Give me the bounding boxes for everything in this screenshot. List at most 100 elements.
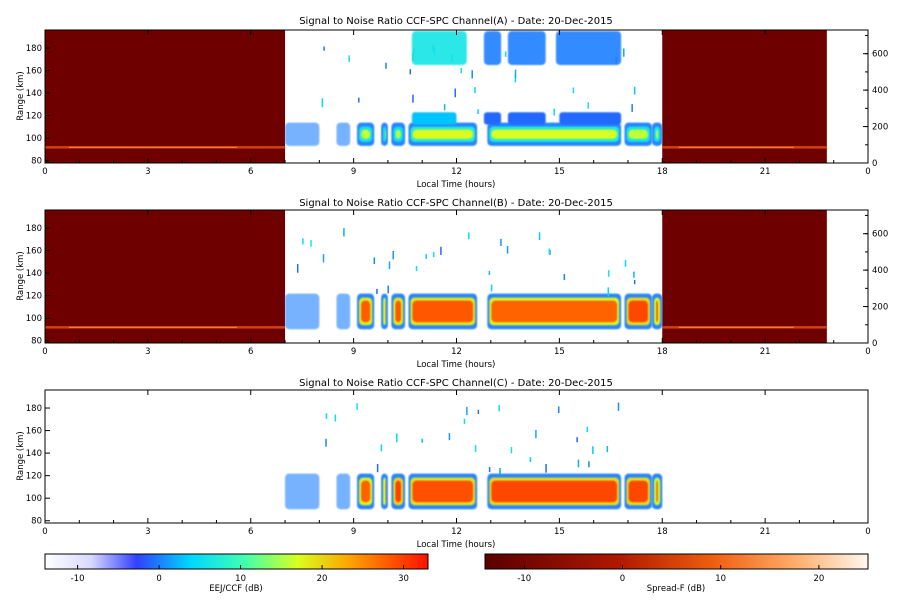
echo-speckle xyxy=(396,433,398,443)
echo-speckle xyxy=(302,238,304,245)
echo-speckle xyxy=(500,238,502,246)
colorbar-tick-label: 0 xyxy=(620,574,625,584)
spread-f-layer-core xyxy=(678,146,794,148)
colorbar-tick-label: 20 xyxy=(317,574,328,584)
panel-c-xlabel: Local Time (hours) xyxy=(417,540,496,550)
x-tick-label: 9 xyxy=(351,167,356,177)
colorbar-tick-label: -10 xyxy=(71,574,85,584)
x-tick-label: 0 xyxy=(42,527,47,537)
echo-speckle xyxy=(499,467,501,476)
echo-core xyxy=(395,480,402,503)
x-tick-label: 18 xyxy=(657,527,668,537)
echo-speckle xyxy=(631,104,633,112)
x-tick-label: 18 xyxy=(657,167,668,177)
echo-speckle xyxy=(376,464,379,473)
echo-halo xyxy=(336,293,351,330)
echo-speckle xyxy=(490,284,493,292)
echo-speckle xyxy=(474,445,477,452)
echo-speckle xyxy=(623,48,625,57)
x-tick-label: 3 xyxy=(145,347,150,357)
spread-f-window xyxy=(662,210,827,343)
x-tick-label: 0 xyxy=(42,347,47,357)
panel-a: Signal to Noise Ratio CCF-SPC Channel(A)… xyxy=(16,16,888,190)
echo-speckle xyxy=(373,257,376,265)
echo-speckle xyxy=(387,285,389,294)
echo-core xyxy=(491,300,618,323)
echo-speckle xyxy=(498,405,500,412)
colorbar-tick-label: -10 xyxy=(517,574,531,584)
echo-speckle xyxy=(348,55,350,62)
panel-b-xlabel: Local Time (hours) xyxy=(417,360,496,370)
x-tick-label: 0 xyxy=(865,167,870,177)
echo-core xyxy=(361,300,371,323)
y2-tick-label: 600 xyxy=(872,230,888,240)
y-tick-label: 100 xyxy=(26,494,42,504)
echo-speckle xyxy=(471,70,473,79)
echo-speckle xyxy=(343,228,345,237)
echo-patch xyxy=(555,31,622,65)
echo-patch xyxy=(559,112,622,125)
colorbar-sf-label: Spread-F (dB) xyxy=(647,584,705,594)
x-tick-label: 6 xyxy=(248,167,253,177)
x-tick-label: 9 xyxy=(351,527,356,537)
echo-speckle xyxy=(432,251,435,258)
echo-speckle xyxy=(463,418,466,424)
echo-speckle xyxy=(380,444,383,452)
echo-speckle xyxy=(325,413,328,419)
echo-patch xyxy=(507,112,546,125)
echo-speckle xyxy=(325,438,327,447)
echo-patch xyxy=(507,31,546,65)
x-tick-label: 12 xyxy=(451,167,462,177)
echo-speckle xyxy=(577,459,580,468)
y-tick-label: 140 xyxy=(26,269,42,279)
x-tick-label: 3 xyxy=(145,167,150,177)
echo-speckle xyxy=(392,251,395,260)
y-tick-label: 120 xyxy=(26,112,42,122)
echo-speckle xyxy=(488,270,491,275)
echo-speckle xyxy=(553,108,555,116)
echo-speckle xyxy=(474,86,476,94)
echo-speckle xyxy=(576,437,578,443)
echo-speckle xyxy=(388,261,391,270)
y2-tick-label: 200 xyxy=(872,303,888,313)
panel-a-title: Signal to Noise Ratio CCF-SPC Channel(A)… xyxy=(299,16,613,27)
x-tick-label: 9 xyxy=(351,347,356,357)
echo-speckle xyxy=(572,87,575,94)
echo-core xyxy=(491,129,618,139)
colorbar-tick-label: 0 xyxy=(156,574,161,584)
y-tick-label: 180 xyxy=(26,404,42,414)
x-tick-label: 21 xyxy=(760,167,771,177)
echo-speckle xyxy=(504,51,507,57)
echo-core xyxy=(361,129,371,139)
echo-speckle xyxy=(310,240,312,247)
spread-f-layer-core xyxy=(678,326,794,328)
colorbar-eej-gradient xyxy=(44,553,429,570)
echo-speckle xyxy=(323,46,325,51)
panel-a-ylabel: Range (km) xyxy=(16,71,26,120)
colorbar-tick-label: 10 xyxy=(715,574,726,584)
echo-speckle xyxy=(477,109,479,114)
echo-halo xyxy=(285,473,320,510)
y-tick-label: 120 xyxy=(26,472,42,482)
echo-speckle xyxy=(633,271,635,278)
colorbar-eej-label: EEJ/CCF (dB) xyxy=(209,584,262,594)
y-tick-label: 100 xyxy=(26,134,42,144)
echo-speckle xyxy=(440,246,442,255)
y-tick-label: 160 xyxy=(26,67,42,77)
x-tick-label: 15 xyxy=(554,347,565,357)
echo-core xyxy=(491,480,618,503)
y-tick-label: 100 xyxy=(26,314,42,324)
echo-halo xyxy=(336,122,351,146)
echo-halo xyxy=(285,293,320,330)
echo-patch xyxy=(483,31,502,65)
echo-speckle xyxy=(425,254,427,259)
colorbar-tick-label: 30 xyxy=(398,574,409,584)
spread-f-layer-core xyxy=(69,326,238,328)
echo-speckle xyxy=(468,232,470,240)
echo-speckle xyxy=(376,288,378,294)
echo-speckle xyxy=(477,409,480,415)
echo-core xyxy=(385,129,387,139)
echo-speckle xyxy=(454,88,456,98)
